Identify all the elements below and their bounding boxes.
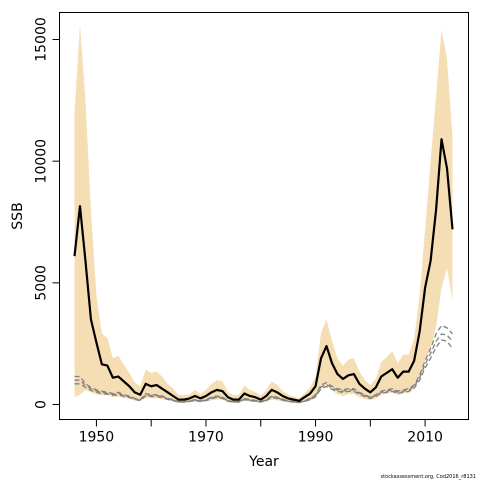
confidence-band xyxy=(74,24,453,404)
retro-lines-layer xyxy=(74,324,454,404)
x-tick-label-2010: 2010 xyxy=(407,430,443,446)
y-tick-label-15000: 15000 xyxy=(34,17,50,62)
x-tick-label-1990: 1990 xyxy=(298,430,334,446)
y-axis: 0 5000 10000 15000 xyxy=(34,17,60,409)
y-tick-label-0: 0 xyxy=(34,400,50,409)
x-axis: 1950 1970 1990 2010 xyxy=(79,419,443,446)
x-axis-title: Year xyxy=(248,454,279,470)
x-tick-label-1970: 1970 xyxy=(188,430,224,446)
y-tick-label-10000: 10000 xyxy=(34,139,50,184)
y-tick-label-5000: 5000 xyxy=(34,265,50,301)
x-tick-label-1950: 1950 xyxy=(79,430,115,446)
retro-line-3 xyxy=(74,339,454,404)
ssb-line-layer xyxy=(73,138,454,402)
y-axis-title: SSB xyxy=(10,202,26,229)
plot-frame xyxy=(59,12,469,420)
credit-text: stockassessment.org, Cod2016_r8131 xyxy=(380,474,476,480)
confidence-band-layer xyxy=(74,24,453,404)
ssb-estimate-line xyxy=(73,138,454,402)
